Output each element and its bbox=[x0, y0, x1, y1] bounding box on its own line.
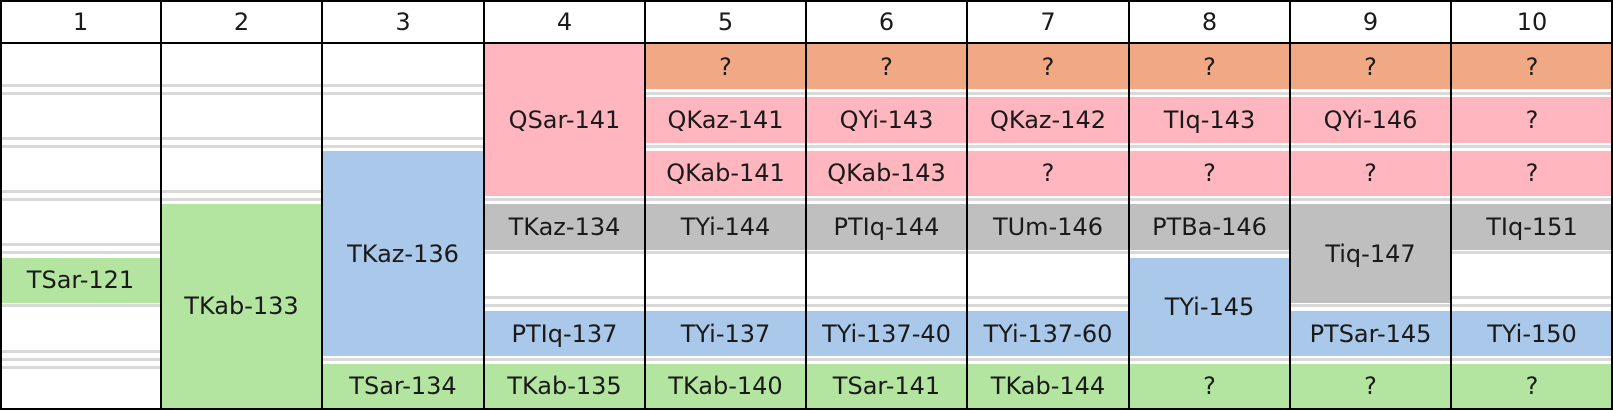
table-cell: TYi-144 bbox=[645, 204, 806, 250]
table-cell: ? bbox=[645, 44, 806, 90]
table-cell: PTIq-137 bbox=[484, 311, 645, 357]
table-cell: TSar-134 bbox=[322, 364, 484, 408]
table-cell: TYi-145 bbox=[1129, 257, 1290, 357]
table-cell: TUm-146 bbox=[967, 204, 1129, 250]
column-divider bbox=[321, 0, 323, 410]
table-cell: PTSar-145 bbox=[1290, 311, 1451, 357]
table-cell: TYi-137-40 bbox=[806, 311, 967, 357]
table-cell: TYi-137 bbox=[645, 311, 806, 357]
column-divider bbox=[1450, 0, 1452, 410]
column-divider bbox=[805, 0, 807, 410]
table-cell: QYi-146 bbox=[1290, 97, 1451, 143]
table-cell: TKaz-134 bbox=[484, 204, 645, 250]
table-cell: Tiq-147 bbox=[1290, 204, 1451, 303]
table-cell: TSar-121 bbox=[0, 257, 161, 303]
table-cell: ? bbox=[1451, 44, 1613, 90]
table-cell: ? bbox=[967, 44, 1129, 90]
column-header: 9 bbox=[1362, 7, 1379, 36]
column-divider bbox=[483, 0, 485, 410]
table-cell: ? bbox=[1129, 364, 1290, 408]
column-divider bbox=[966, 0, 968, 410]
table-cell: ? bbox=[967, 150, 1129, 197]
table-cell: ? bbox=[1290, 364, 1451, 408]
column-header: 8 bbox=[1201, 7, 1218, 36]
table-cell: QYi-143 bbox=[806, 97, 967, 143]
table-cell: ? bbox=[1290, 150, 1451, 197]
column-divider bbox=[160, 0, 162, 410]
table-cell: ? bbox=[1451, 150, 1613, 197]
table-cell: ? bbox=[1451, 364, 1613, 408]
column-header: 1 bbox=[72, 7, 89, 36]
column-divider bbox=[0, 0, 2, 410]
table-cell: TYi-150 bbox=[1451, 311, 1613, 357]
table-cell: TKaz-136 bbox=[322, 150, 484, 357]
table-cell: TIq-151 bbox=[1451, 204, 1613, 250]
table-cell: PTIq-144 bbox=[806, 204, 967, 250]
table-cell: TKab-140 bbox=[645, 364, 806, 408]
table-cell: QSar-141 bbox=[484, 44, 645, 197]
column-header: 2 bbox=[233, 7, 250, 36]
column-header: 3 bbox=[395, 7, 411, 36]
table-cell: QKab-143 bbox=[806, 150, 967, 197]
column-header: 5 bbox=[717, 7, 734, 36]
column-divider bbox=[1289, 0, 1291, 410]
table-cell: TKab-135 bbox=[484, 364, 645, 408]
table-cell: TIq-143 bbox=[1129, 97, 1290, 143]
table-cell: ? bbox=[1129, 44, 1290, 90]
column-header: 6 bbox=[878, 7, 895, 36]
table-cell: ? bbox=[1129, 150, 1290, 197]
column-header: 7 bbox=[1040, 7, 1056, 36]
column-header: 4 bbox=[556, 7, 573, 36]
table-cell: QKaz-142 bbox=[967, 97, 1129, 143]
table-cell: QKab-141 bbox=[645, 150, 806, 197]
column-divider bbox=[644, 0, 646, 410]
table-cell: ? bbox=[1290, 44, 1451, 90]
table-cell: PTBa-146 bbox=[1129, 204, 1290, 250]
table-cell: TKab-133 bbox=[161, 204, 322, 408]
table-cell: ? bbox=[1451, 97, 1613, 143]
table-cell: TYi-137-60 bbox=[967, 311, 1129, 357]
table-cell: TKab-144 bbox=[967, 364, 1129, 408]
table-cell: QKaz-141 bbox=[645, 97, 806, 143]
table-cell: TSar-141 bbox=[806, 364, 967, 408]
column-header: 10 bbox=[1516, 7, 1548, 36]
column-divider bbox=[1128, 0, 1130, 410]
table-cell: ? bbox=[806, 44, 967, 90]
column-divider bbox=[1611, 0, 1613, 410]
